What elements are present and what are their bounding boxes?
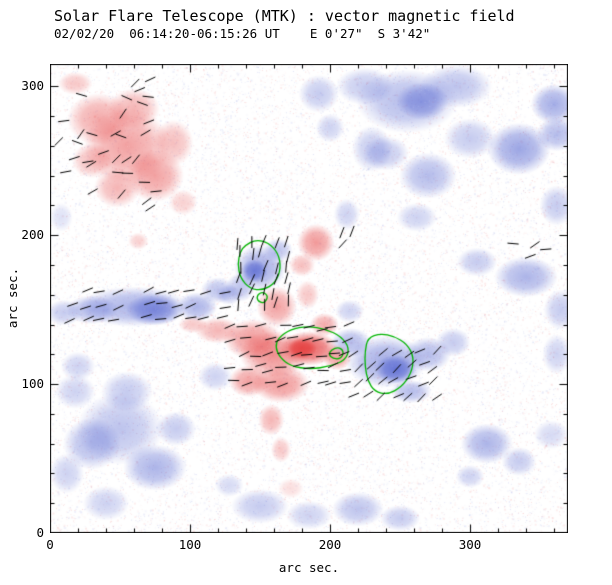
magnetogram-canvas [50, 64, 568, 533]
chart-subtitle: 02/02/20 06:14:20-06:15:26 UT E 0'27" S … [54, 26, 431, 41]
y-axis-label: arc sec. [5, 267, 20, 329]
y-tick-label: 0 [36, 525, 44, 540]
y-tick-label: 200 [21, 227, 44, 242]
y-tick-label: 100 [21, 376, 44, 391]
x-tick-label: 100 [178, 537, 202, 552]
x-tick-label: 0 [46, 537, 54, 552]
x-tick-label: 300 [458, 537, 482, 552]
chart-title: Solar Flare Telescope (MTK) : vector mag… [54, 7, 515, 25]
x-axis-label: arc sec. [278, 560, 340, 575]
y-tick-label: 300 [21, 78, 44, 93]
x-tick-label: 200 [318, 537, 342, 552]
